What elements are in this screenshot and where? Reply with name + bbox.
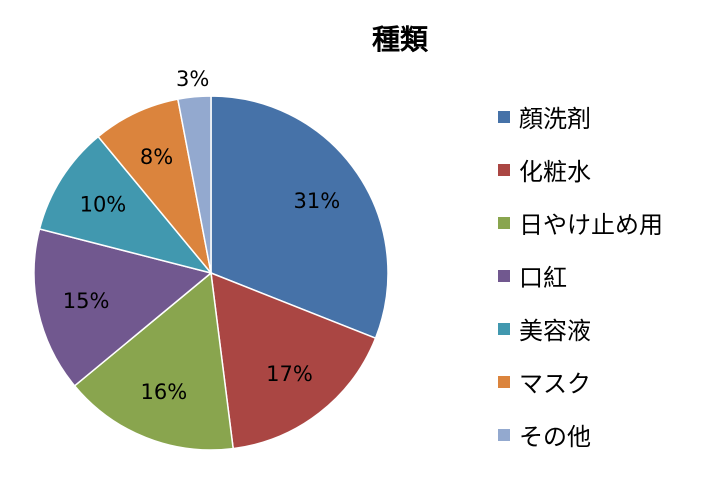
- legend-swatch: [498, 163, 510, 176]
- legend-swatch: [498, 322, 510, 335]
- slice-percent-label: 8%: [140, 145, 173, 169]
- chart-title: 種類: [371, 23, 428, 56]
- slice-percent-label: 15%: [63, 289, 110, 313]
- legend: 顔洗剤化粧水日やけ止め用 口紅美容液マスクその他: [498, 90, 663, 461]
- legend-label: マスク: [519, 370, 591, 398]
- slice-percent-label: 17%: [266, 362, 313, 386]
- slice-percent-label: 16%: [141, 380, 188, 404]
- pie-slice: [97, 98, 212, 274]
- legend-label: 口紅: [519, 264, 567, 292]
- legend-swatch: [498, 375, 510, 388]
- pie-slice: [210, 271, 377, 450]
- legend-item: 顔洗剤: [498, 90, 663, 143]
- legend-swatch: [498, 269, 510, 282]
- legend-item: 日やけ止め用: [498, 196, 663, 249]
- legend-item: その他: [498, 408, 663, 461]
- legend-swatch: [498, 428, 510, 441]
- slice-percent-label: 31%: [294, 189, 341, 213]
- slice-percent-label: 10%: [80, 192, 127, 216]
- legend-label: その他: [519, 423, 591, 451]
- pie-slice: [73, 271, 235, 451]
- pie-slice: [176, 95, 212, 274]
- pie-slice: [33, 228, 213, 387]
- legend-label: 顔洗剤: [519, 105, 591, 133]
- pie-slice: [38, 135, 214, 275]
- legend-item: 口紅: [498, 249, 663, 302]
- slice-percent-label: 3%: [176, 67, 209, 91]
- legend-item: マスク: [498, 355, 663, 408]
- legend-label: 日やけ止め用: [519, 211, 663, 239]
- legend-swatch: [498, 110, 510, 123]
- legend-item: 美容液: [498, 302, 663, 355]
- legend-item: 化粧水: [498, 143, 663, 196]
- legend-label: 化粧水: [519, 158, 591, 186]
- pie-slice: [210, 95, 389, 340]
- legend-label: 美容液: [519, 317, 591, 345]
- legend-swatch: [498, 216, 510, 229]
